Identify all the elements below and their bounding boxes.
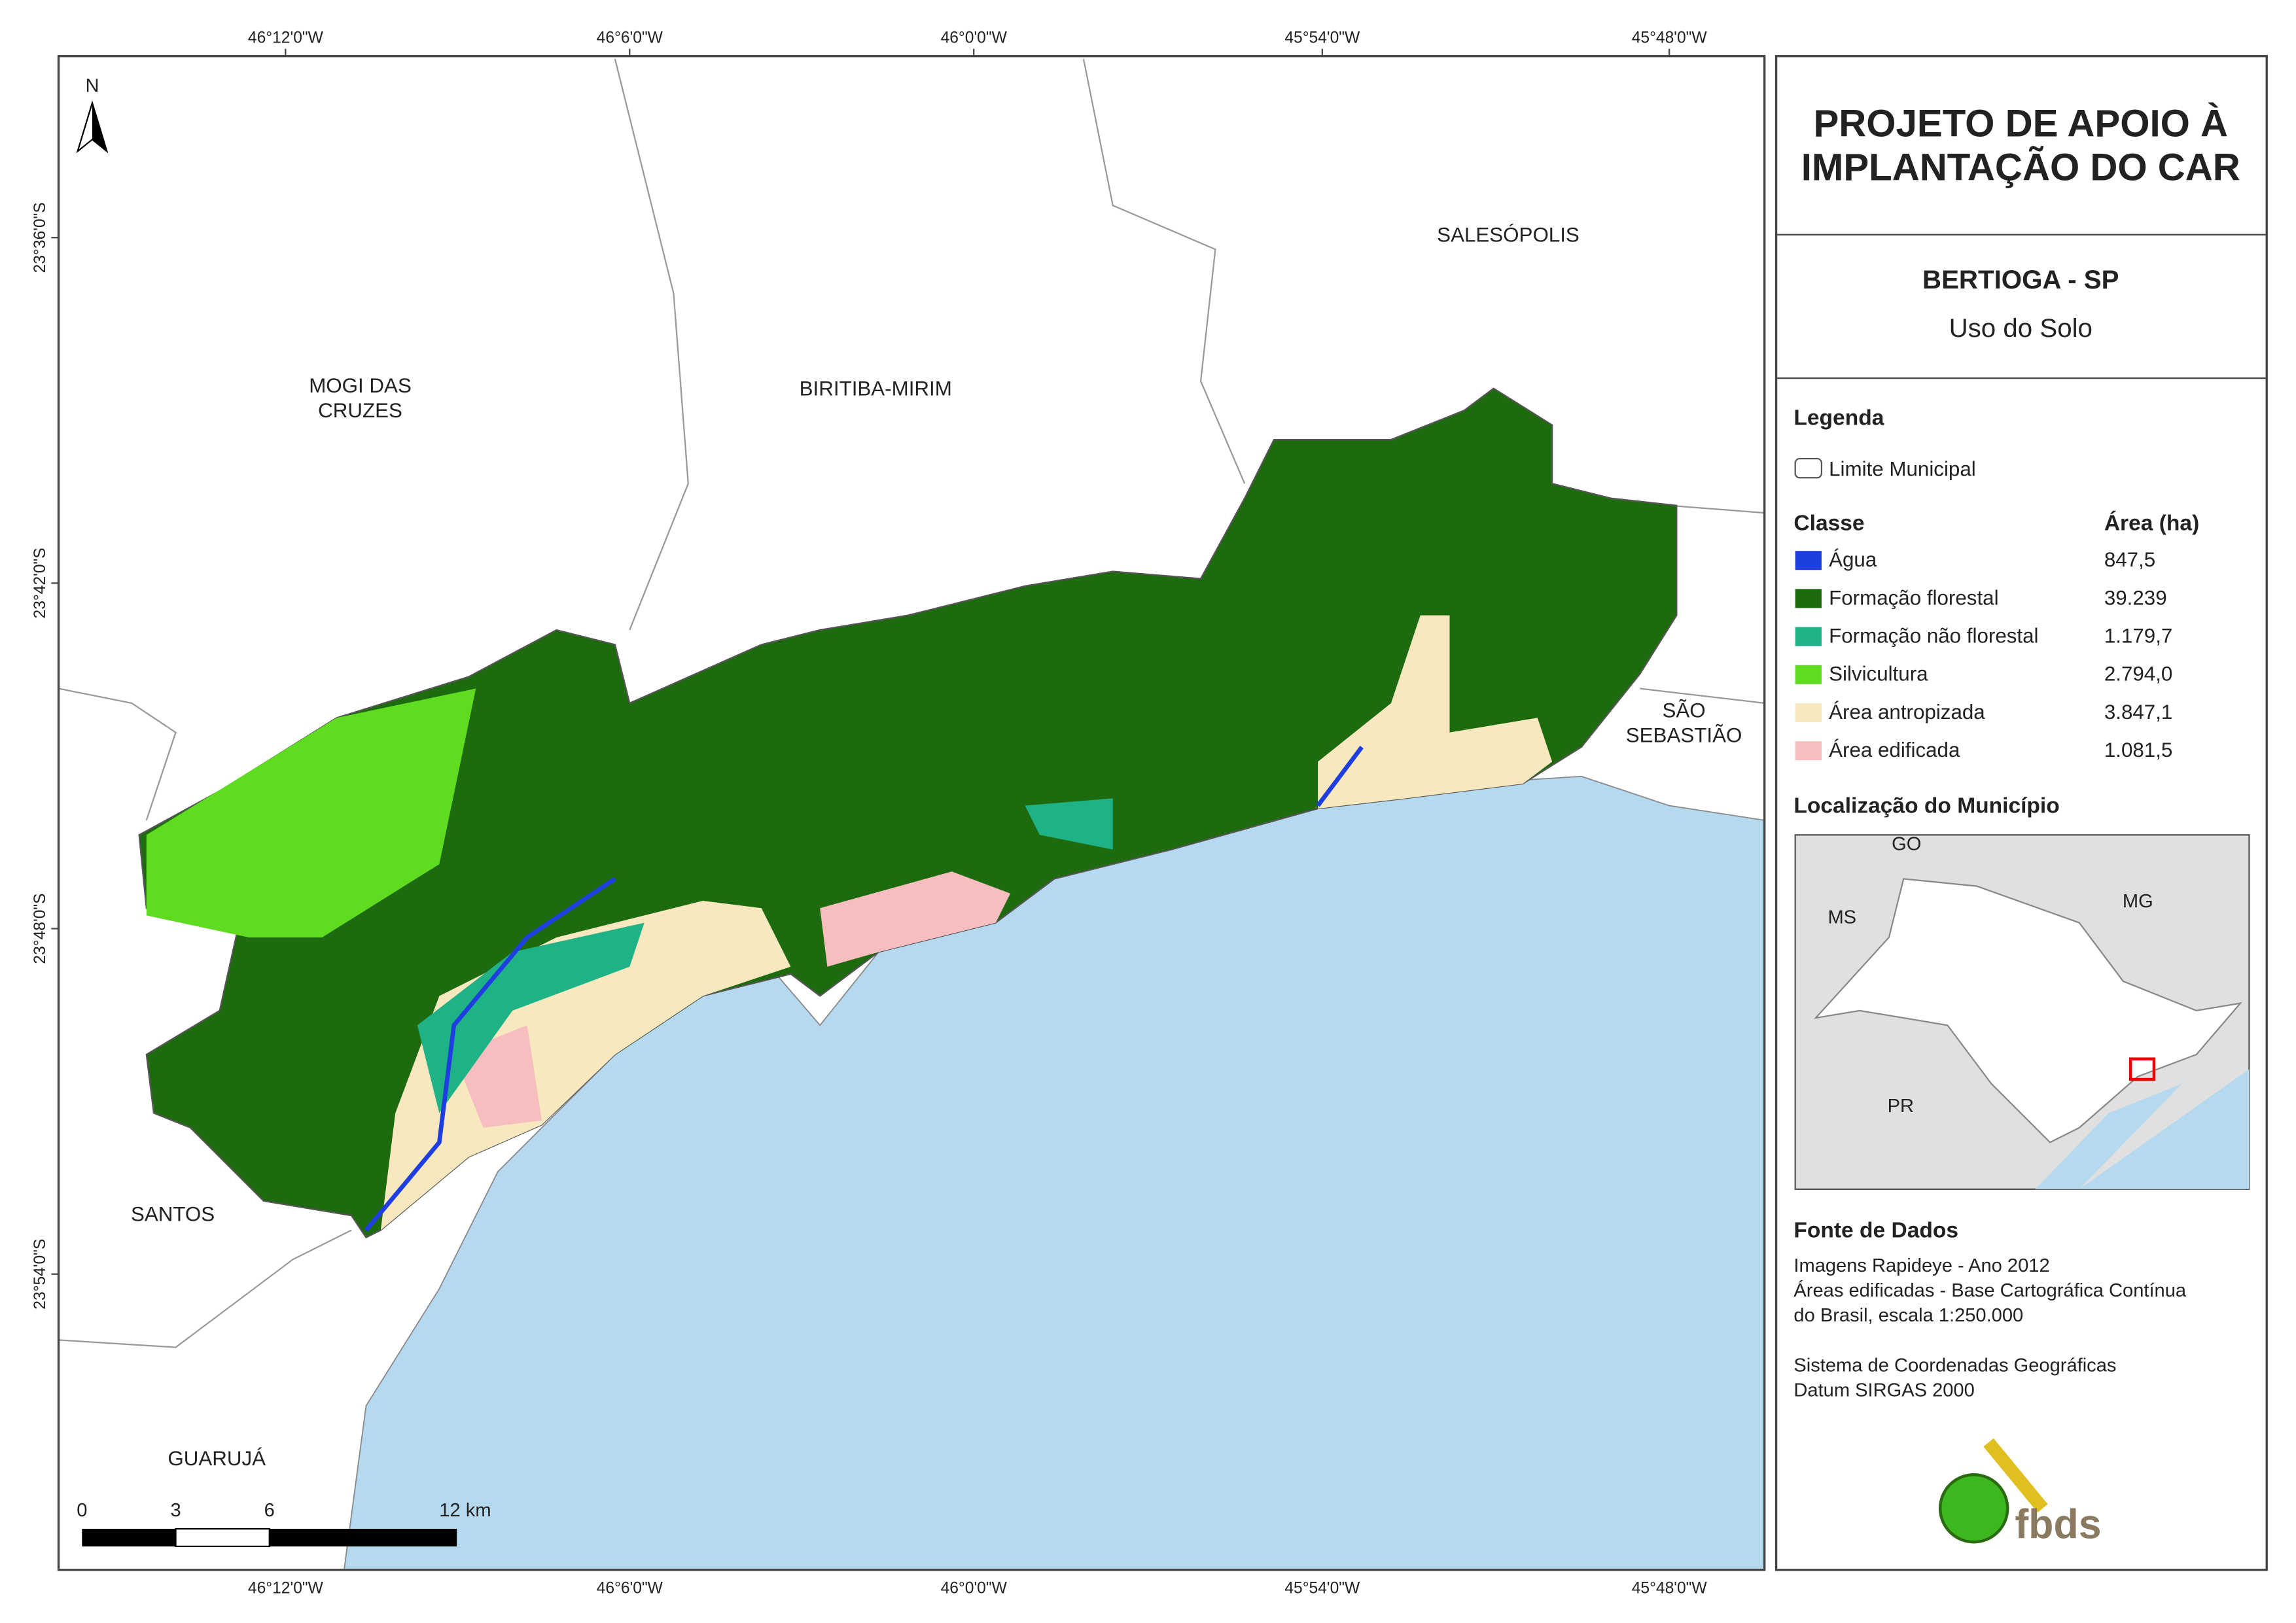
place-label: GUARUJÁ	[168, 1447, 266, 1470]
source-title: Fonte de Dados	[1793, 1219, 1958, 1243]
logo-text: fbds	[2015, 1501, 2101, 1547]
rivers	[364, 746, 1364, 1232]
longitude-label: 46°0'0"W	[941, 1579, 1008, 1597]
place-label: MOGI DAS	[309, 374, 412, 397]
latitude-label: 23°54'0"S	[31, 1239, 49, 1310]
class-header: Classe	[1793, 512, 1864, 536]
inset-state	[1813, 878, 2242, 1143]
source-line: Datum SIRGAS 2000	[1793, 1380, 1974, 1401]
non-forest-area	[417, 798, 1113, 1113]
longitude-label: 46°12'0"W	[248, 1579, 324, 1597]
place-label: SEBASTIÃO	[1626, 724, 1742, 747]
logo-circle	[1938, 1473, 2009, 1544]
longitude-label: 46°6'0"W	[597, 1579, 663, 1597]
class-swatch	[1795, 665, 1822, 684]
map-frame	[57, 55, 1766, 1571]
class-area: 1.081,5	[2104, 739, 2173, 761]
north-label: N	[85, 75, 99, 96]
longitude-label: 45°48'0"W	[1632, 1579, 1708, 1597]
class-name: Área antropizada	[1829, 701, 1985, 724]
class-area: 847,5	[2104, 548, 2155, 571]
longitude-label: 46°12'0"W	[248, 29, 324, 46]
place-label: SANTOS	[131, 1202, 215, 1225]
logo-bar	[1983, 1438, 2048, 1513]
longitude-label: 45°54'0"W	[1284, 29, 1360, 46]
scale-label: 6	[264, 1500, 275, 1521]
scale-segment	[175, 1527, 270, 1548]
boundary-swatch	[1794, 458, 1823, 479]
source-line: Áreas edificadas - Base Cartográfica Con…	[1793, 1280, 2186, 1301]
inset-label: MS	[1828, 907, 1856, 928]
class-name: Água	[1829, 548, 1877, 571]
class-name: Silvicultura	[1829, 663, 1928, 686]
municipal-boundaries	[58, 58, 1765, 1348]
place-label: SÃO	[1662, 699, 1705, 722]
inset-ocean	[2035, 1069, 2250, 1189]
boundary-label: Limite Municipal	[1829, 457, 1976, 480]
class-name: Formação florestal	[1829, 586, 1998, 609]
side-panel	[1775, 55, 2268, 1571]
scale-label: 0	[77, 1500, 87, 1521]
longitude-label: 45°48'0"W	[1632, 29, 1708, 46]
class-swatch	[1795, 551, 1822, 570]
area-header: Área (ha)	[2104, 511, 2199, 536]
class-area: 39.239	[2104, 586, 2167, 609]
class-name: Formação não florestal	[1829, 624, 2038, 647]
theme: Uso do Solo	[1949, 313, 2093, 343]
location-title: Localização do Município	[1793, 794, 2059, 818]
place-label: BIRITIBA-MIRIM	[800, 377, 952, 400]
inset-locator	[2128, 1057, 2156, 1081]
inset-label: GO	[1892, 834, 1921, 855]
scale-label: 3	[170, 1500, 181, 1521]
anthropized-area-east	[1318, 615, 1553, 809]
class-area: 1.179,7	[2104, 624, 2173, 647]
latitude-label: 23°42'0"S	[31, 548, 49, 618]
longitude-label: 45°54'0"W	[1284, 1579, 1360, 1597]
class-area: 3.847,1	[2104, 701, 2173, 724]
longitude-label: 46°0'0"W	[941, 29, 1008, 46]
inset-label: PR	[1888, 1096, 1914, 1117]
subtitle: BERTIOGA - SP	[1922, 265, 2119, 294]
class-swatch	[1795, 741, 1822, 761]
class-name: Área edificada	[1829, 739, 1960, 761]
class-area: 2.794,0	[2104, 663, 2173, 686]
class-swatch	[1795, 703, 1822, 722]
title-line: PROJETO DE APOIO À	[1813, 103, 2228, 145]
built-area	[820, 871, 1011, 967]
scale-label: 12 km	[439, 1500, 491, 1521]
latitude-label: 23°48'0"S	[31, 893, 49, 964]
place-label: SALESÓPOLIS	[1437, 223, 1580, 246]
source-line: Sistema de Coordenadas Geográficas	[1793, 1355, 2116, 1376]
longitude-label: 46°6'0"W	[597, 29, 663, 46]
silvicultura-area	[146, 688, 476, 937]
latitude-label: 23°36'0"S	[31, 202, 49, 273]
class-swatch	[1795, 627, 1822, 646]
scale-segment	[82, 1529, 176, 1546]
legend-title: Legenda	[1793, 406, 1884, 430]
place-label: CRUZES	[318, 399, 402, 422]
scale-segment	[269, 1529, 457, 1546]
inset-label: MG	[2123, 891, 2153, 912]
class-swatch	[1795, 589, 1822, 608]
title-line: IMPLANTAÇÃO DO CAR	[1801, 147, 2240, 189]
source-line: Imagens Rapideye - Ano 2012	[1793, 1255, 2049, 1276]
source-line: do Brasil, escala 1:250.000	[1793, 1305, 2023, 1326]
